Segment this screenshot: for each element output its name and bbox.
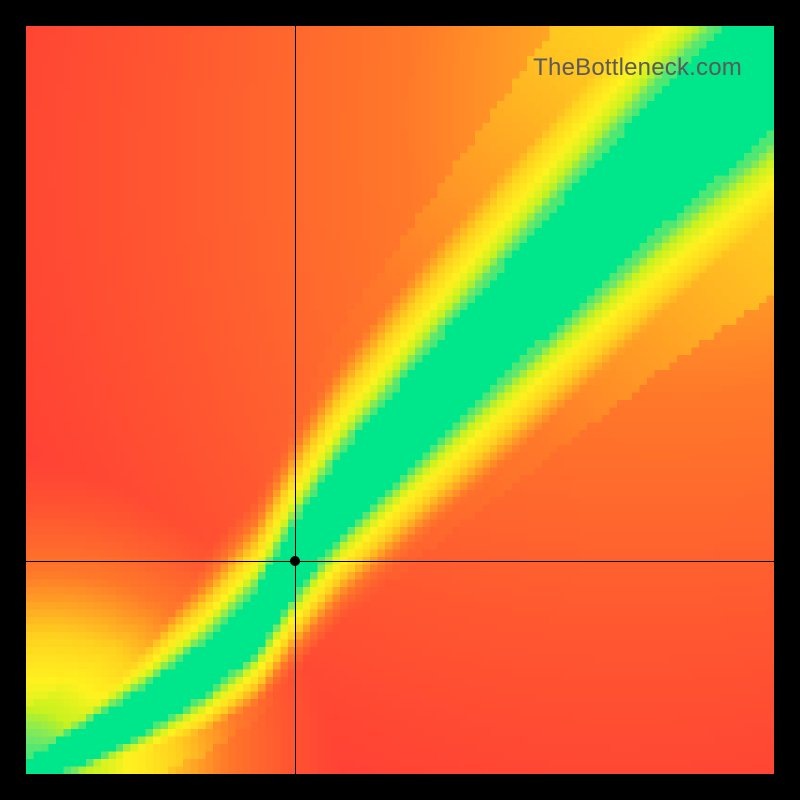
heatmap-plot: TheBottleneck.com xyxy=(26,26,774,774)
watermark-text: TheBottleneck.com xyxy=(533,54,742,82)
crosshair-vertical xyxy=(295,26,296,774)
chart-frame: TheBottleneck.com xyxy=(0,0,800,800)
crosshair-horizontal xyxy=(26,561,774,562)
heatmap-canvas xyxy=(26,26,774,774)
selected-point-marker xyxy=(290,556,300,566)
